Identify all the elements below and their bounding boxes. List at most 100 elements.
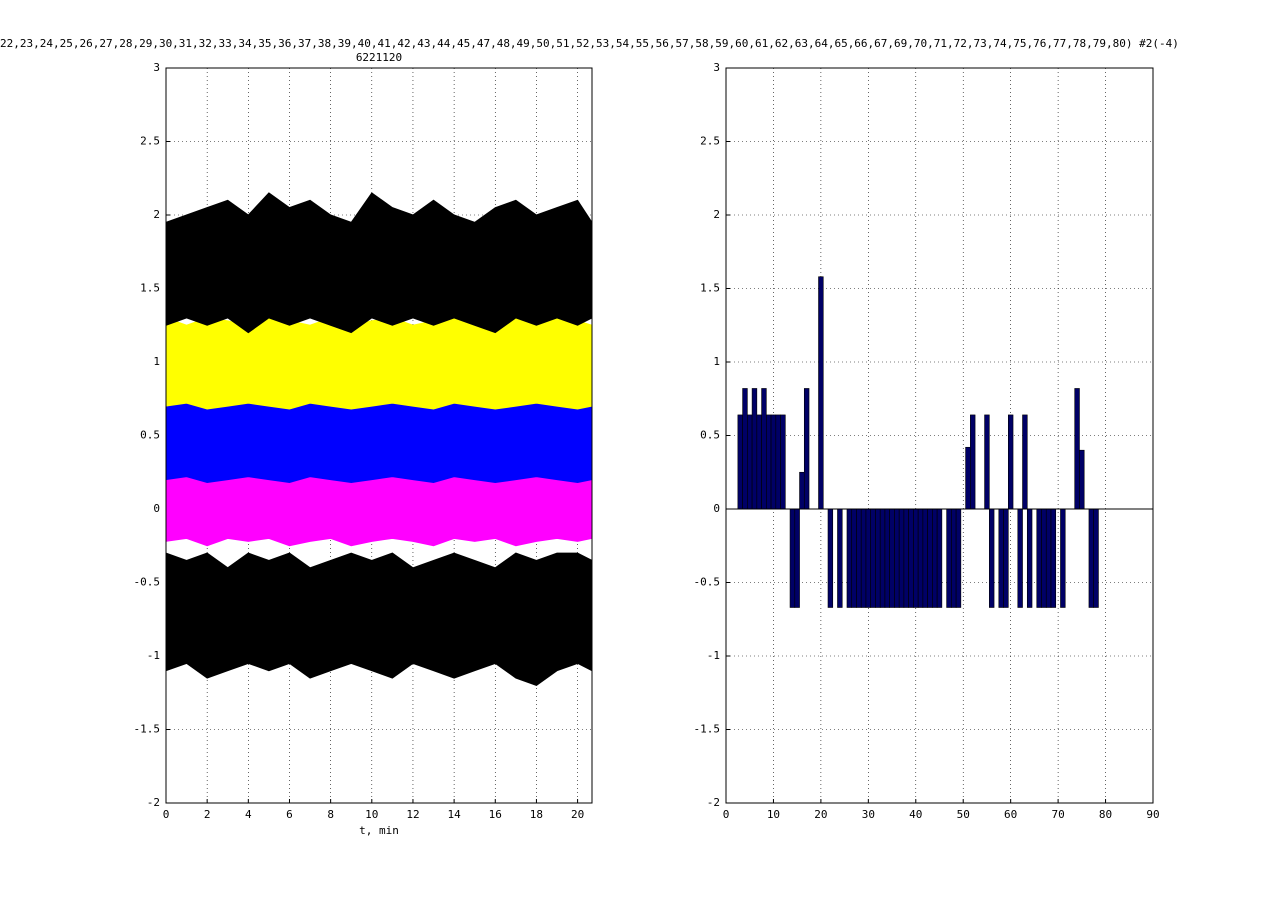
bar: [851, 508, 857, 608]
y-tick-label: 1: [713, 355, 720, 368]
bar: [860, 508, 867, 608]
bar: [884, 508, 890, 608]
bar: [856, 508, 862, 608]
y-tick-label: 1.5: [140, 282, 160, 295]
y-tick-label: 3: [713, 61, 720, 74]
x-tick-label: 0: [163, 808, 170, 821]
y-tick-label: -0.5: [134, 576, 161, 589]
bar: [998, 508, 1004, 608]
x-tick-label: 20: [571, 808, 584, 821]
x-tick-label: 40: [909, 808, 922, 821]
y-tick-label: 1: [153, 355, 160, 368]
bar: [1003, 508, 1009, 608]
bar: [908, 508, 914, 608]
y-tick-label: 1.5: [700, 282, 720, 295]
y-tick-label: 3: [153, 61, 160, 74]
figure-title: 22,23,24,25,26,27,28,29,30,31,32,33,34,3…: [0, 37, 1179, 50]
bar: [818, 276, 824, 510]
bar: [889, 508, 895, 608]
bar: [737, 414, 743, 510]
bar: [1041, 508, 1047, 608]
bar: [742, 388, 748, 510]
x-tick-label: 4: [245, 808, 252, 821]
subplot-title: 6221120: [356, 51, 402, 64]
y-tick-label: -2: [707, 796, 720, 809]
bar: [789, 508, 796, 608]
bar: [970, 414, 976, 510]
bar: [1017, 508, 1023, 608]
bar: [1026, 508, 1033, 608]
x-tick-label: 14: [447, 808, 461, 821]
x-tick-label: 2: [204, 808, 211, 821]
bar: [870, 508, 876, 608]
x-tick-label: 60: [1004, 808, 1017, 821]
bar: [932, 508, 938, 608]
x-tick-label: 16: [489, 808, 502, 821]
bar: [879, 508, 886, 608]
axes-box: [725, 67, 1154, 804]
bar: [1079, 449, 1085, 510]
bar: [913, 508, 919, 608]
y-tick-label: 0.5: [700, 429, 720, 442]
signal-band: [165, 552, 593, 686]
y-tick-label: 0: [153, 502, 160, 515]
y-tick-label: 0: [713, 502, 720, 515]
bar: [898, 508, 905, 608]
x-axis-label: t, min: [359, 824, 399, 837]
bar: [1060, 508, 1066, 608]
bar: [865, 508, 872, 608]
bar: [955, 508, 962, 608]
bar: [846, 508, 853, 608]
y-tick-label: 2: [153, 208, 160, 221]
y-tick-label: 2.5: [700, 135, 720, 148]
signal-band: [165, 317, 593, 410]
bar: [1088, 508, 1094, 608]
bar: [1045, 508, 1052, 608]
bar: [917, 508, 924, 608]
bar: [747, 414, 753, 510]
signal-band: [165, 393, 593, 484]
y-tick-label: -1: [147, 649, 160, 662]
bar: [1007, 414, 1014, 510]
bar: [766, 414, 772, 510]
signal-band: [165, 192, 593, 334]
bar: [803, 388, 810, 510]
x-tick-label: 70: [1051, 808, 1064, 821]
bar: [1074, 388, 1080, 510]
bar: [775, 414, 781, 510]
bar: [927, 508, 933, 608]
y-tick-label: -2: [147, 796, 160, 809]
x-tick-label: 12: [406, 808, 419, 821]
axes-box: [165, 67, 593, 804]
bar: [946, 508, 952, 608]
bar: [965, 446, 971, 510]
x-tick-label: 50: [957, 808, 970, 821]
y-tick-label: -0.5: [694, 576, 721, 589]
bar: [827, 508, 834, 608]
bar: [751, 388, 758, 510]
x-tick-label: 20: [814, 808, 827, 821]
bar: [951, 508, 957, 608]
bar: [903, 508, 909, 608]
x-tick-label: 18: [530, 808, 543, 821]
x-tick-label: 30: [862, 808, 875, 821]
bar: [875, 508, 881, 608]
bar: [936, 508, 943, 608]
bar: [1050, 508, 1057, 608]
bar: [799, 471, 805, 510]
bar: [756, 414, 762, 510]
bar: [1036, 508, 1042, 608]
y-tick-label: 0.5: [140, 429, 160, 442]
bar: [780, 414, 786, 510]
bar: [1093, 508, 1099, 608]
x-tick-label: 10: [365, 808, 378, 821]
bar: [922, 508, 928, 608]
x-tick-label: 80: [1099, 808, 1112, 821]
x-tick-label: 0: [723, 808, 730, 821]
x-tick-label: 6: [286, 808, 293, 821]
bar: [761, 388, 767, 510]
bar: [989, 508, 995, 608]
bar: [770, 414, 777, 510]
